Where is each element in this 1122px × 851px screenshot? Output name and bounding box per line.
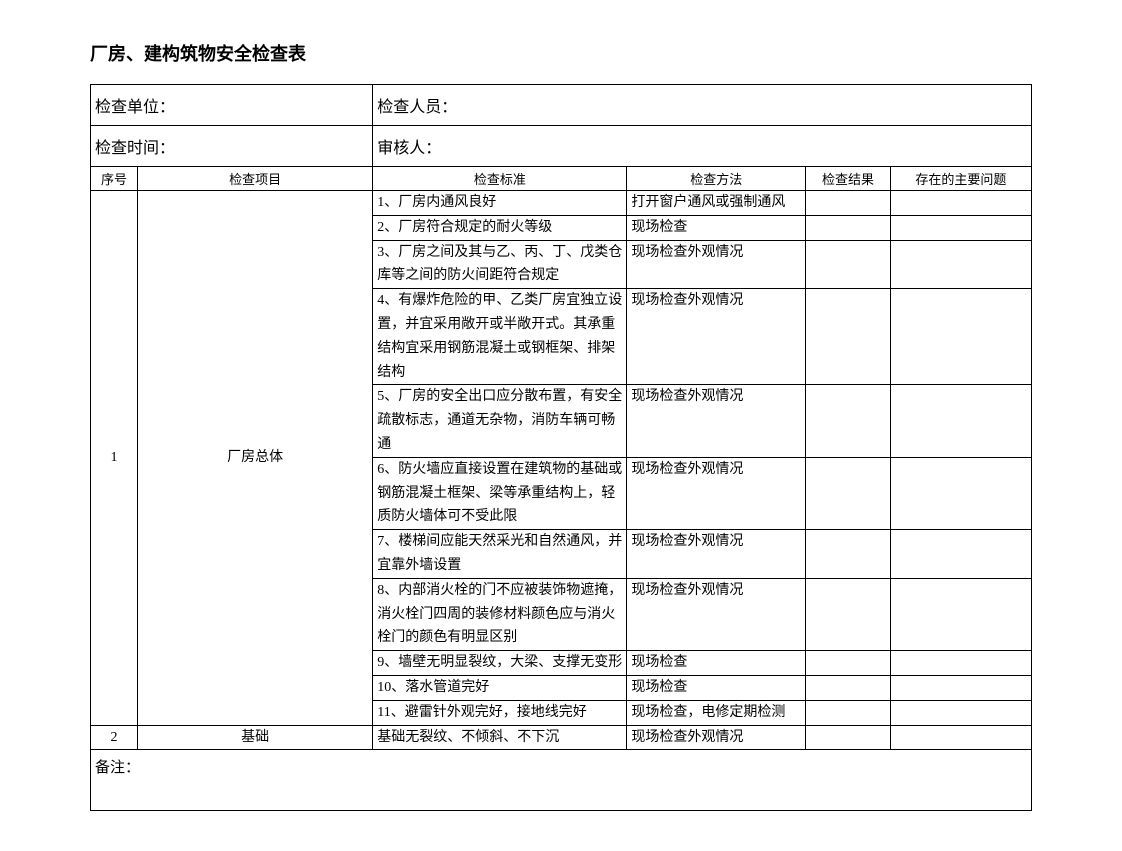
- remark-table: 备注：: [90, 750, 1032, 811]
- standard-cell: 2、厂房符合规定的耐火等级: [373, 215, 627, 240]
- header-method: 检查方法: [627, 167, 806, 191]
- unit-label: 检查单位：: [91, 85, 373, 126]
- issues-cell: [890, 530, 1031, 579]
- issues-cell: [890, 385, 1031, 457]
- method-cell: 现场检查外观情况: [627, 289, 806, 385]
- result-cell: [806, 675, 891, 700]
- standard-cell: 6、防火墙应直接设置在建筑物的基础或钢筋混凝土框架、梁等承重结构上，轻质防火墙体…: [373, 457, 627, 529]
- method-cell: 现场检查: [627, 675, 806, 700]
- result-cell: [806, 385, 891, 457]
- issues-cell: [890, 725, 1031, 750]
- issues-cell: [890, 578, 1031, 650]
- result-cell: [806, 240, 891, 289]
- header-item: 检查项目: [138, 167, 373, 191]
- table-row: 2基础基础无裂纹、不倾斜、不下沉现场检查外观情况: [91, 725, 1032, 750]
- issues-cell: [890, 240, 1031, 289]
- method-cell: 现场检查外观情况: [627, 725, 806, 750]
- method-cell: 现场检查外观情况: [627, 578, 806, 650]
- method-cell: 现场检查外观情况: [627, 457, 806, 529]
- header-result: 检查结果: [806, 167, 891, 191]
- auditor-label: 审核人：: [373, 126, 1032, 167]
- standard-cell: 4、有爆炸危险的甲、乙类厂房宜独立设置，并宜采用敞开或半敞开式。其承重结构宜采用…: [373, 289, 627, 385]
- standard-cell: 8、内部消火栓的门不应被装饰物遮掩，消火栓门四周的装修材料颜色应与消火栓门的颜色…: [373, 578, 627, 650]
- item-cell: 厂房总体: [138, 191, 373, 726]
- table-row: 1厂房总体1、厂房内通风良好打开窗户通风或强制通风: [91, 191, 1032, 216]
- header-row: 序号 检查项目 检查标准 检查方法 检查结果 存在的主要问题: [91, 167, 1032, 191]
- result-cell: [806, 530, 891, 579]
- method-cell: 现场检查，电修定期检测: [627, 700, 806, 725]
- method-cell: 现场检查: [627, 215, 806, 240]
- standard-cell: 5、厂房的安全出口应分散布置，有安全疏散标志，通道无杂物，消防车辆可畅通: [373, 385, 627, 457]
- standard-cell: 3、厂房之间及其与乙、丙、丁、戊类仓库等之间的防火间距符合规定: [373, 240, 627, 289]
- standard-cell: 1、厂房内通风良好: [373, 191, 627, 216]
- standard-cell: 10、落水管道完好: [373, 675, 627, 700]
- issues-cell: [890, 191, 1031, 216]
- standard-cell: 基础无裂纹、不倾斜、不下沉: [373, 725, 627, 750]
- issues-cell: [890, 700, 1031, 725]
- result-cell: [806, 457, 891, 529]
- method-cell: 现场检查外观情况: [627, 240, 806, 289]
- issues-cell: [890, 457, 1031, 529]
- method-cell: 现场检查外观情况: [627, 385, 806, 457]
- page-title: 厂房、建构筑物安全检查表: [90, 40, 1032, 66]
- standard-cell: 11、避雷针外观完好，接地线完好: [373, 700, 627, 725]
- result-cell: [806, 578, 891, 650]
- result-cell: [806, 289, 891, 385]
- personnel-label: 检查人员：: [373, 85, 1032, 126]
- seq-cell: 2: [91, 725, 138, 750]
- standard-cell: 7、楼梯间应能天然采光和自然通风，并宜靠外墙设置: [373, 530, 627, 579]
- result-cell: [806, 215, 891, 240]
- remark-label: 备注：: [91, 750, 1032, 810]
- header-seq: 序号: [91, 167, 138, 191]
- seq-cell: 1: [91, 191, 138, 726]
- item-cell: 基础: [138, 725, 373, 750]
- result-cell: [806, 191, 891, 216]
- issues-cell: [890, 675, 1031, 700]
- issues-cell: [890, 215, 1031, 240]
- main-table: 序号 检查项目 检查标准 检查方法 检查结果 存在的主要问题 1厂房总体1、厂房…: [90, 167, 1032, 750]
- meta-table: 检查单位： 检查人员： 检查时间： 审核人：: [90, 84, 1032, 167]
- result-cell: [806, 725, 891, 750]
- time-label: 检查时间：: [91, 126, 373, 167]
- method-cell: 现场检查外观情况: [627, 530, 806, 579]
- header-standard: 检查标准: [373, 167, 627, 191]
- method-cell: 现场检查: [627, 651, 806, 676]
- method-cell: 打开窗户通风或强制通风: [627, 191, 806, 216]
- result-cell: [806, 651, 891, 676]
- issues-cell: [890, 289, 1031, 385]
- standard-cell: 9、墙壁无明显裂纹，大梁、支撑无变形: [373, 651, 627, 676]
- result-cell: [806, 700, 891, 725]
- issues-cell: [890, 651, 1031, 676]
- header-issues: 存在的主要问题: [890, 167, 1031, 191]
